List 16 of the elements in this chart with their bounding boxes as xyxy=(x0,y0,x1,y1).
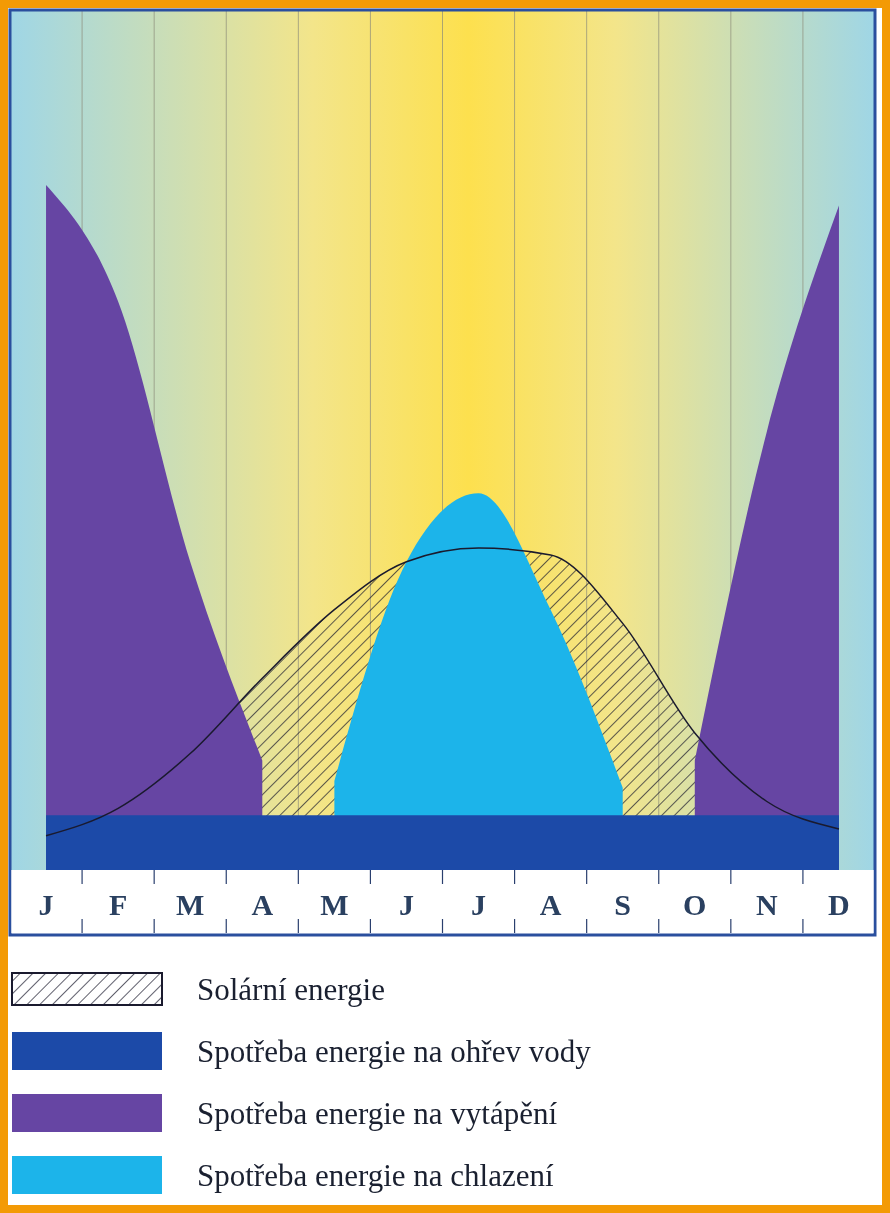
x-tick-label: J xyxy=(398,888,414,921)
x-tick-label: A xyxy=(251,888,274,921)
x-tick-label: D xyxy=(828,888,850,921)
legend-label: Solární energie xyxy=(197,972,385,1007)
x-tick-label: J xyxy=(471,888,487,921)
x-tick-label: F xyxy=(108,888,128,921)
x-tick-label: N xyxy=(756,888,779,921)
legend-label: Spotřeba energie na ohřev vody xyxy=(197,1034,592,1069)
x-tick-label: A xyxy=(539,888,562,921)
x-tick-label: M xyxy=(320,888,349,921)
x-tick-label: M xyxy=(176,888,205,921)
legend-label: Spotřeba energie na chlazení xyxy=(197,1158,555,1193)
x-tick-label: O xyxy=(683,888,707,921)
legend-label: Spotřeba energie na vytápění xyxy=(197,1096,558,1131)
x-tick-label: S xyxy=(614,888,632,921)
x-tick-label: J xyxy=(38,888,54,921)
